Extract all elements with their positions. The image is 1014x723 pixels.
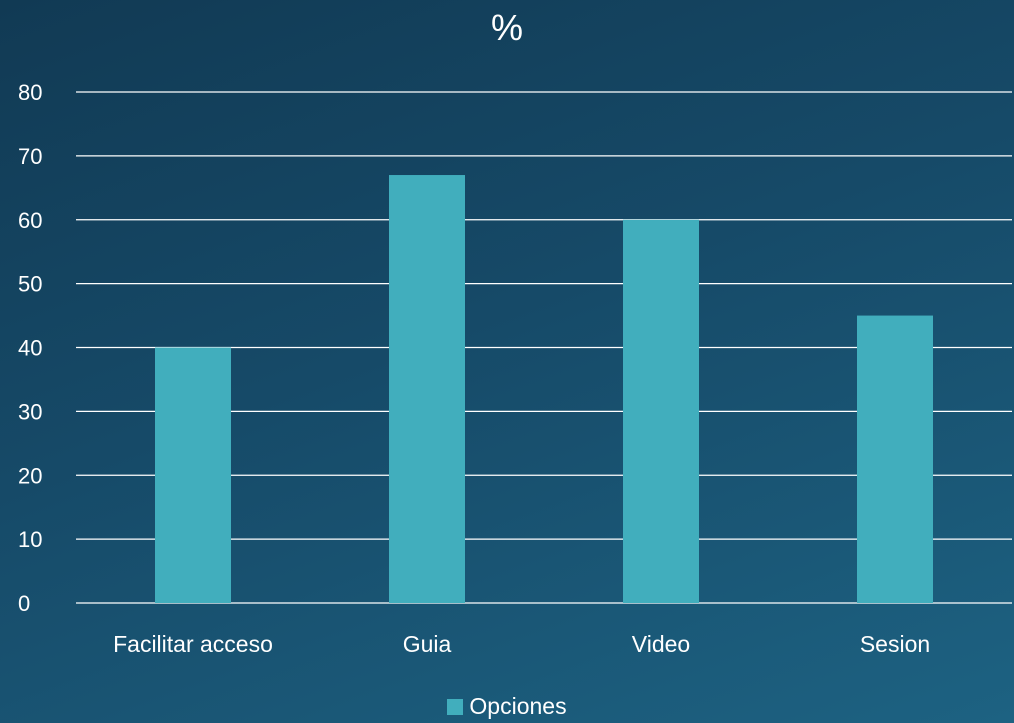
x-tick-label: Sesion <box>860 631 930 657</box>
bar <box>623 219 699 603</box>
legend-swatch <box>447 698 464 715</box>
legend-label: Opciones <box>469 693 567 719</box>
chart-title: % <box>490 7 523 48</box>
x-tick-label: Facilitar acceso <box>113 631 273 657</box>
y-tick-label: 0 <box>18 591 30 616</box>
bar <box>155 347 231 603</box>
y-tick-label: 80 <box>18 80 42 105</box>
x-axis-ticks: Facilitar acceso Guia Video Sesion <box>113 631 930 657</box>
x-tick-label: Video <box>632 631 690 657</box>
y-tick-label: 70 <box>18 144 42 169</box>
y-tick-label: 30 <box>18 399 42 424</box>
grid-layer <box>76 91 1012 604</box>
y-tick-label: 10 <box>18 527 42 552</box>
y-tick-label: 60 <box>18 208 42 233</box>
y-tick-label: 20 <box>18 463 42 488</box>
x-tick-label: Guia <box>403 631 452 657</box>
bars <box>155 175 933 603</box>
y-tick-label: 50 <box>18 272 42 297</box>
y-axis-ticks: 0 10 20 30 40 50 60 70 80 <box>18 80 42 616</box>
bar <box>857 315 933 603</box>
y-tick-label: 40 <box>18 336 42 361</box>
bar <box>389 175 465 603</box>
legend: Opciones <box>0 693 1014 720</box>
